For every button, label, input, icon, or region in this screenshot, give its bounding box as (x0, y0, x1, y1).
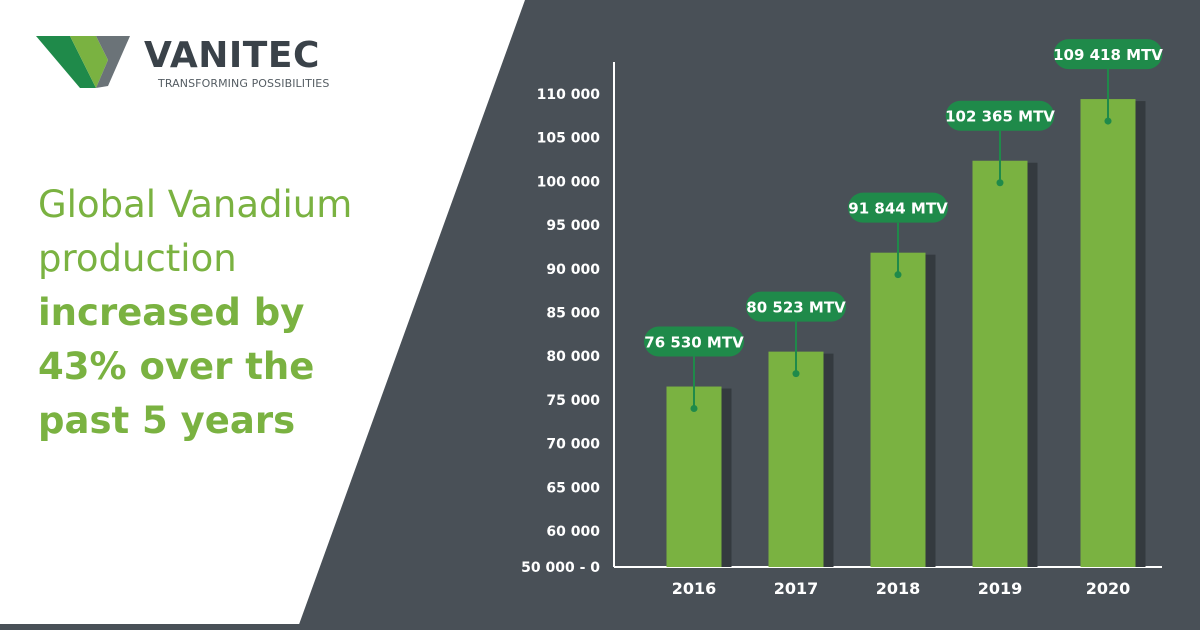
bar-shadow (721, 388, 732, 567)
data-label: 109 418 MTV (1053, 46, 1163, 64)
y-tick-label: 100 000 (537, 174, 601, 190)
data-point-dot (894, 271, 902, 279)
data-label: 91 844 MTV (848, 200, 948, 218)
headline-line-2: production (38, 237, 237, 280)
y-tick-label: 110 000 (537, 87, 601, 103)
x-tick-label: 2020 (1086, 579, 1131, 598)
headline: Global Vanadium production increased by … (38, 178, 418, 448)
x-tick-label: 2018 (876, 579, 921, 598)
x-tick-label: 2017 (774, 579, 819, 598)
y-tick-label: 60 000 (546, 524, 600, 540)
bar-shadow (1027, 162, 1038, 567)
data-label-pill (945, 100, 1055, 131)
headline-line-4: 43% over the (38, 345, 315, 388)
data-label-pill (1053, 39, 1163, 70)
brand-name: VANITEC (144, 35, 320, 76)
data-point-dot (690, 405, 698, 413)
bar-shadow (823, 353, 834, 567)
headline-line-3: increased by (38, 291, 305, 334)
bar (870, 252, 926, 567)
data-label: 102 365 MTV (945, 108, 1055, 126)
data-label: 76 530 MTV (644, 334, 744, 352)
bar-shadow (925, 254, 936, 567)
data-label-pill (848, 192, 948, 223)
data-label-pill (644, 326, 744, 357)
data-point-dot (996, 179, 1004, 187)
brand-tagline: TRANSFORMING POSSIBILITIES (158, 77, 330, 90)
y-tick-label: 95 000 (546, 218, 600, 234)
y-tick-label: 75 000 (546, 393, 600, 409)
data-point-dot (792, 370, 800, 378)
data-point-dot (1104, 117, 1112, 125)
bottom-band (0, 624, 1200, 630)
y-tick-label: 50 000 - 0 (521, 560, 600, 576)
headline-line-5: past 5 years (38, 399, 296, 442)
y-tick-label: 65 000 (546, 480, 600, 496)
y-tick-label: 90 000 (546, 262, 600, 278)
bar-shadow (1135, 101, 1146, 568)
y-tick-label: 105 000 (537, 131, 601, 147)
bar (768, 351, 824, 567)
bar (1080, 99, 1136, 568)
y-tick-label: 70 000 (546, 437, 600, 453)
headline-line-1: Global Vanadium (38, 183, 353, 226)
data-label: 80 523 MTV (746, 299, 846, 317)
data-label-pill (746, 291, 846, 322)
vanitec-logo-mark (36, 36, 130, 88)
y-tick-label: 85 000 (546, 306, 600, 322)
bar (972, 160, 1028, 567)
y-tick-label: 80 000 (546, 349, 600, 365)
x-tick-label: 2016 (672, 579, 717, 598)
x-tick-label: 2019 (978, 579, 1023, 598)
bar (666, 386, 722, 567)
vanitec-logo: VANITEC TRANSFORMING POSSIBILITIES (34, 34, 334, 96)
